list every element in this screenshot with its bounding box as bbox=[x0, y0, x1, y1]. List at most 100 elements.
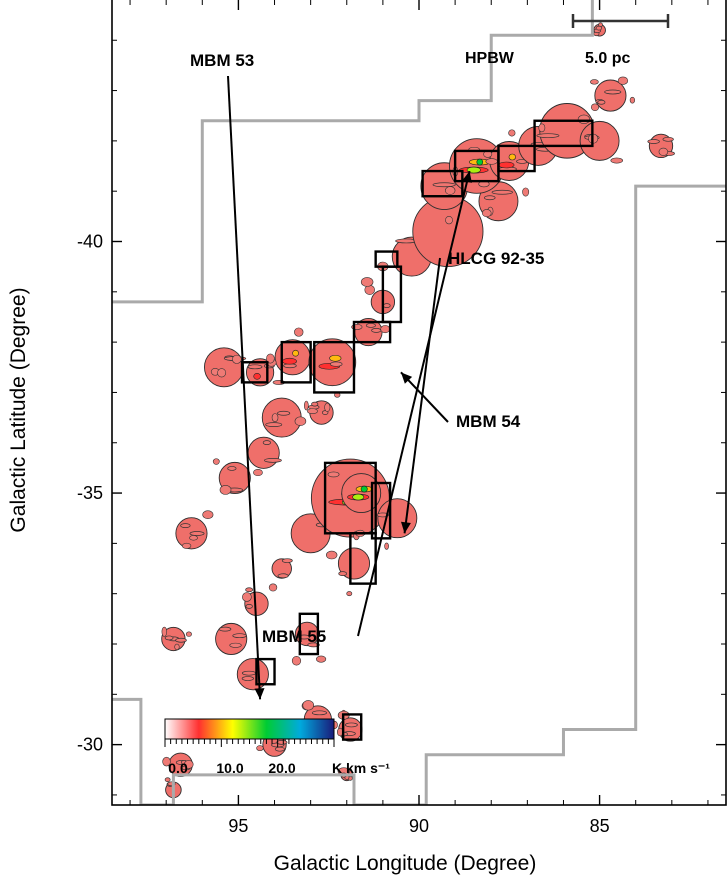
emission-clump bbox=[536, 133, 560, 139]
emission-clump bbox=[247, 364, 263, 370]
emission-clump bbox=[277, 573, 289, 579]
emission-core-level bbox=[253, 373, 261, 380]
emission-speck bbox=[384, 542, 389, 550]
emission-speck bbox=[242, 592, 252, 602]
emission-speck bbox=[291, 656, 302, 666]
emission-speck bbox=[329, 361, 343, 367]
emission-speck bbox=[231, 354, 242, 364]
emission-speck bbox=[268, 583, 278, 592]
annotation-arrow-shaft bbox=[400, 371, 449, 423]
emission-clump bbox=[365, 323, 376, 328]
emission-speck bbox=[485, 158, 498, 165]
emission-clump bbox=[274, 746, 285, 752]
emission-core-level bbox=[360, 485, 368, 493]
emission-clump bbox=[344, 722, 358, 728]
emission-clump bbox=[232, 633, 247, 639]
emission-clump bbox=[175, 637, 187, 643]
annotation-arrow-shaft bbox=[227, 75, 262, 700]
y-axis-label: Galactic Latitude (Degree) bbox=[7, 287, 30, 532]
emission-speck bbox=[590, 103, 600, 111]
emission-clump bbox=[276, 739, 288, 745]
outlined-core-8 bbox=[313, 340, 356, 394]
emission-clump bbox=[311, 401, 319, 407]
emission-speck bbox=[445, 216, 453, 225]
emission-speck bbox=[174, 643, 180, 651]
emission-speck bbox=[229, 642, 242, 648]
outlined-core-1 bbox=[341, 713, 363, 741]
emission-speck bbox=[590, 79, 599, 85]
emission-speck bbox=[219, 484, 232, 495]
emission-clump bbox=[264, 457, 282, 463]
annotation-arrow-shaft bbox=[357, 170, 471, 637]
survey-boundary-line-0 bbox=[112, 184, 726, 805]
y-tick-label: -30 bbox=[77, 735, 103, 755]
emission-speck bbox=[266, 353, 275, 364]
outlined-core-6 bbox=[240, 361, 269, 384]
emission-speck bbox=[538, 123, 546, 133]
emission-clump bbox=[241, 676, 254, 681]
emission-speck bbox=[610, 157, 624, 164]
emission-speck bbox=[380, 325, 391, 334]
emission-speck bbox=[617, 76, 629, 85]
emission-clump bbox=[647, 139, 660, 144]
outlined-core-12 bbox=[421, 169, 464, 198]
emission-clump bbox=[241, 670, 257, 676]
emission-core-level bbox=[282, 357, 297, 365]
emission-core-level bbox=[329, 354, 342, 362]
emission-region-22 bbox=[204, 347, 244, 388]
emission-speck bbox=[253, 469, 263, 477]
emission-speck bbox=[522, 187, 530, 197]
emission-speck bbox=[189, 535, 198, 541]
emission-clump bbox=[604, 89, 622, 95]
emission-clump bbox=[382, 303, 391, 308]
emission-region-36 bbox=[579, 120, 620, 161]
emission-clump bbox=[281, 558, 293, 564]
outlined-core-14 bbox=[497, 144, 536, 173]
emission-region-13 bbox=[337, 547, 371, 580]
emission-speck bbox=[217, 368, 227, 378]
emission-clump bbox=[180, 523, 191, 528]
emission-clump bbox=[311, 710, 327, 716]
emission-speck bbox=[304, 400, 309, 411]
emission-speck bbox=[185, 631, 192, 637]
outlined-cores bbox=[240, 119, 594, 741]
emission-speck bbox=[184, 760, 194, 769]
emission-clump bbox=[189, 531, 205, 536]
outlined-core-2 bbox=[298, 612, 320, 656]
emission-clump bbox=[595, 25, 603, 31]
axis-minor-ticks bbox=[112, 0, 726, 805]
emission-speck bbox=[327, 471, 340, 478]
outlined-core-7 bbox=[280, 340, 312, 384]
emission-clump bbox=[491, 189, 513, 195]
emission-speck bbox=[508, 129, 516, 137]
emission-clump bbox=[164, 635, 174, 641]
y-tick-label: -40 bbox=[77, 232, 103, 252]
emission-speck bbox=[294, 416, 307, 426]
emission-clump bbox=[338, 571, 348, 576]
annotation-arrow-head bbox=[254, 688, 265, 700]
x-tick-label: 95 bbox=[228, 816, 248, 836]
emission-core-level bbox=[498, 161, 515, 169]
scale-bar bbox=[571, 14, 670, 28]
emission-speck bbox=[324, 402, 331, 412]
survey-boundary bbox=[112, 0, 726, 805]
emission-clump bbox=[662, 136, 674, 142]
emission-speck bbox=[256, 745, 264, 752]
outlined-core-15 bbox=[533, 119, 594, 148]
outlined-core-4 bbox=[323, 461, 377, 535]
emission-speck bbox=[202, 510, 214, 519]
emission-speck bbox=[162, 756, 171, 767]
annotation-label: MBM 55 bbox=[262, 627, 326, 646]
colorbar-tick-label-2: 20.0 bbox=[268, 760, 295, 776]
annotation-label: HLCG 92-35 bbox=[448, 249, 544, 268]
emission-map-layer bbox=[161, 22, 675, 799]
colorbar-gradient bbox=[164, 718, 335, 740]
emission-region-11 bbox=[271, 558, 292, 579]
outlined-core-0 bbox=[255, 657, 276, 686]
emission-clump bbox=[371, 328, 382, 333]
emission-speck bbox=[307, 408, 318, 415]
colorbar: 0.0 10.0 20.0 K km s⁻¹ bbox=[164, 718, 390, 776]
emission-clump bbox=[265, 422, 283, 427]
emission-clump bbox=[218, 626, 232, 632]
